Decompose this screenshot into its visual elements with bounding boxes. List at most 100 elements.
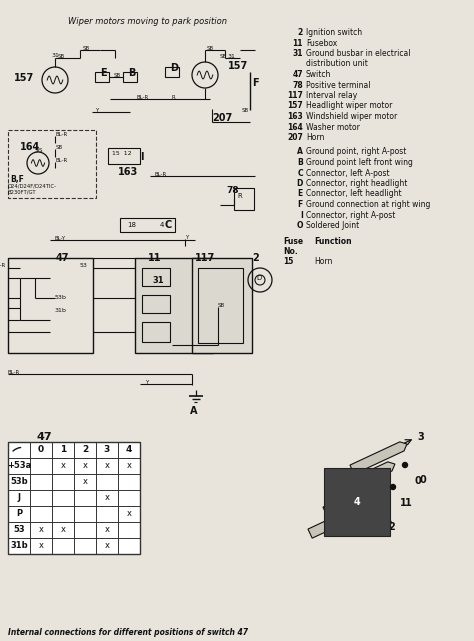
Text: BL-R: BL-R xyxy=(8,370,20,375)
Text: 1: 1 xyxy=(405,498,412,508)
Bar xyxy=(8,258,93,353)
Circle shape xyxy=(402,463,408,467)
Text: SB: SB xyxy=(83,46,90,51)
Text: x: x xyxy=(82,462,88,470)
Text: 0: 0 xyxy=(38,445,44,454)
Text: Headlight wiper motor: Headlight wiper motor xyxy=(306,101,392,110)
Text: BL-R: BL-R xyxy=(56,158,68,163)
Text: 47: 47 xyxy=(37,432,53,442)
Text: BL-R: BL-R xyxy=(137,95,149,100)
Text: 31: 31 xyxy=(52,53,60,58)
Text: 31b: 31b xyxy=(55,308,67,313)
Text: 117: 117 xyxy=(195,253,215,263)
Text: 2: 2 xyxy=(82,445,88,454)
Text: 157: 157 xyxy=(228,61,248,71)
Text: Connector, right A-post: Connector, right A-post xyxy=(306,210,395,219)
Text: SB: SB xyxy=(58,54,65,59)
Text: x: x xyxy=(104,542,109,551)
Text: x: x xyxy=(38,542,44,551)
Bar xyxy=(135,258,213,353)
Text: x: x xyxy=(104,494,109,503)
Text: Ground connection at right wing: Ground connection at right wing xyxy=(306,200,430,209)
Text: Fuse: Fuse xyxy=(283,237,303,246)
Text: R: R xyxy=(237,193,242,199)
Bar xyxy=(192,258,252,353)
Text: 47: 47 xyxy=(292,70,303,79)
Text: J: J xyxy=(18,494,20,503)
Text: 4: 4 xyxy=(160,222,164,228)
Text: 15  12: 15 12 xyxy=(112,151,132,156)
Text: Ignition switch: Ignition switch xyxy=(306,28,362,37)
Polygon shape xyxy=(308,506,365,538)
Text: O: O xyxy=(297,221,303,230)
Text: 1: 1 xyxy=(400,498,407,508)
Text: Connector, left headlight: Connector, left headlight xyxy=(306,190,401,199)
Bar xyxy=(8,442,140,554)
Text: 1: 1 xyxy=(60,445,66,454)
Text: B230FT/GT: B230FT/GT xyxy=(8,190,36,195)
Text: Horn: Horn xyxy=(306,133,324,142)
Text: SB: SB xyxy=(207,46,214,51)
Text: 207: 207 xyxy=(212,113,232,123)
Bar xyxy=(8,130,96,198)
Text: 2: 2 xyxy=(385,520,392,530)
Text: 11: 11 xyxy=(292,38,303,47)
Text: B,F: B,F xyxy=(10,175,24,184)
Text: Ground busbar in electrical: Ground busbar in electrical xyxy=(306,49,410,58)
Text: 117: 117 xyxy=(287,91,303,100)
Text: Horn: Horn xyxy=(314,258,332,267)
Text: 3: 3 xyxy=(417,432,424,442)
Text: 2: 2 xyxy=(388,522,395,532)
Polygon shape xyxy=(350,442,407,474)
Text: A: A xyxy=(297,147,303,156)
Text: Positive terminal: Positive terminal xyxy=(306,81,371,90)
Text: Washer motor: Washer motor xyxy=(306,122,360,131)
Text: A: A xyxy=(190,406,198,416)
Text: Wiper motors moving to park position: Wiper motors moving to park position xyxy=(68,17,227,26)
Text: Windshield wiper motor: Windshield wiper motor xyxy=(306,112,397,121)
Text: Y: Y xyxy=(95,108,98,113)
Text: 47: 47 xyxy=(56,253,70,263)
Text: 0: 0 xyxy=(415,476,422,486)
Text: 4: 4 xyxy=(354,497,360,507)
Text: 78: 78 xyxy=(292,81,303,90)
Text: Soldered Joint: Soldered Joint xyxy=(306,221,359,230)
Polygon shape xyxy=(338,462,395,494)
Text: 163: 163 xyxy=(118,167,138,177)
Text: C: C xyxy=(165,220,172,230)
Text: I: I xyxy=(140,152,144,162)
Bar xyxy=(142,295,170,313)
Text: SB: SB xyxy=(114,73,121,78)
Text: F: F xyxy=(252,78,259,88)
Text: Fusebox: Fusebox xyxy=(306,38,337,47)
Text: x: x xyxy=(61,526,65,535)
Text: 2: 2 xyxy=(298,28,303,37)
Text: distribution unit: distribution unit xyxy=(306,60,368,69)
Text: 2: 2 xyxy=(252,253,259,263)
Text: Y: Y xyxy=(185,235,188,240)
Text: SiS: SiS xyxy=(35,148,44,153)
Bar xyxy=(120,218,175,232)
Text: Switch: Switch xyxy=(306,70,331,79)
Text: 31: 31 xyxy=(228,54,236,59)
Text: 31: 31 xyxy=(292,49,303,58)
Text: Y: Y xyxy=(145,380,148,385)
Text: SB: SB xyxy=(242,108,249,113)
Text: R: R xyxy=(172,95,176,100)
Text: Connector, left A-post: Connector, left A-post xyxy=(306,169,390,178)
Text: I: I xyxy=(300,210,303,219)
Bar xyxy=(95,72,109,82)
Text: BL-R: BL-R xyxy=(56,132,68,137)
Text: 78: 78 xyxy=(226,186,238,195)
Text: Internal connections for different positions of switch 47: Internal connections for different posit… xyxy=(8,628,248,637)
Bar xyxy=(165,67,179,77)
Text: x: x xyxy=(61,462,65,470)
Text: 53b: 53b xyxy=(55,295,67,300)
Text: 157: 157 xyxy=(287,101,303,110)
Text: 4: 4 xyxy=(126,445,132,454)
Text: C: C xyxy=(297,169,303,178)
Text: 207: 207 xyxy=(287,133,303,142)
Text: SB: SB xyxy=(56,145,63,150)
Text: x: x xyxy=(82,478,88,487)
Text: E: E xyxy=(298,190,303,199)
